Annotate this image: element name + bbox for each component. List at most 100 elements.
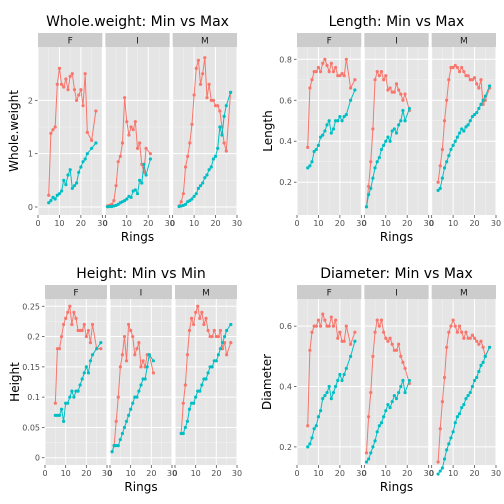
max-series-point: [205, 96, 209, 100]
max-series-point: [131, 128, 135, 132]
x-tick-label: 0: [362, 219, 367, 228]
x-tick-label: 20: [469, 219, 479, 228]
max-series-point: [62, 322, 66, 327]
min-series-point: [436, 188, 440, 193]
min-series-point: [440, 176, 444, 180]
max-series-point: [323, 57, 327, 61]
max-series-point: [377, 324, 381, 328]
min-series-point: [228, 90, 233, 94]
min-series-point: [373, 166, 377, 170]
min-series-point: [147, 353, 151, 357]
min-series-point: [364, 205, 369, 209]
min-series-point: [72, 184, 77, 188]
max-series-point: [120, 353, 124, 357]
min-series-point: [120, 431, 124, 436]
max-series-point: [442, 375, 447, 380]
min-series-point: [142, 162, 146, 166]
max-series-point: [447, 330, 451, 334]
x-tick-label: 20: [469, 469, 479, 478]
min-series-point: [194, 192, 198, 196]
max-series-point: [66, 88, 70, 92]
max-series-point: [308, 86, 312, 90]
x-tick-label: 10: [313, 219, 323, 228]
min-series-point: [340, 119, 344, 123]
min-series-point: [62, 419, 66, 423]
max-series-point: [449, 324, 453, 328]
min-series-point: [382, 415, 386, 419]
max-series-point: [316, 318, 321, 322]
min-series-point: [483, 94, 487, 98]
max-series-point: [135, 146, 140, 150]
max-series-point: [475, 339, 479, 343]
y-tick-label: 0.4: [279, 383, 292, 392]
max-series-point: [181, 192, 185, 196]
min-series-point: [447, 442, 451, 446]
max-series-point: [438, 164, 442, 168]
min-series-point: [367, 192, 371, 197]
min-series-point: [388, 406, 392, 410]
y-tick-label: 0.25: [22, 302, 40, 311]
min-series-point: [62, 178, 66, 182]
min-series-point: [206, 371, 210, 375]
min-series-point: [122, 425, 127, 430]
x-tick-label: 0: [35, 219, 40, 228]
chart-2: Length: Min vs Max Length Rings 0.2 0.4 0.6 0.…: [261, 14, 501, 244]
min-series-point: [90, 146, 94, 150]
min-series-point: [66, 401, 70, 405]
facet-M: M 0 10 20 30: [429, 33, 501, 228]
min-series-point: [457, 131, 462, 135]
max-series-point: [207, 82, 211, 86]
min-series-point: [466, 393, 470, 398]
x-tick-label: 10: [448, 469, 458, 478]
min-series-point: [209, 165, 213, 169]
max-series-point: [120, 141, 125, 145]
max-series-point: [196, 304, 200, 308]
min-series-point: [455, 415, 459, 419]
facet-F: F 0 10 20 30: [294, 33, 366, 228]
min-series-point: [384, 409, 388, 413]
min-series-point: [336, 378, 340, 383]
max-series-point: [338, 74, 342, 78]
min-series-point: [207, 168, 211, 172]
min-series-point: [216, 353, 220, 357]
max-series-line: [180, 306, 232, 434]
max-series-point: [124, 359, 129, 363]
min-series-point: [460, 127, 464, 131]
min-series-point: [382, 143, 386, 147]
min-series-point: [210, 365, 214, 369]
min-series-point: [453, 139, 457, 143]
max-series-point: [53, 125, 57, 129]
max-series-point: [451, 65, 455, 70]
max-series-point: [57, 347, 62, 351]
y-tick-label: 0.05: [22, 423, 40, 432]
chart-title: Whole.weight: Min vs Max: [46, 14, 229, 30]
min-series-point: [487, 345, 492, 349]
min-series-point: [99, 341, 103, 345]
chart-1: Whole.weight: Min vs Max Whole.weight Ring…: [7, 14, 242, 244]
max-series-point: [133, 120, 137, 124]
max-series-point: [371, 354, 375, 358]
min-series-point: [66, 173, 70, 177]
min-series-point: [218, 347, 223, 351]
min-series-point: [203, 176, 207, 180]
x-tick-label: 20: [76, 219, 86, 228]
min-series-point: [323, 129, 327, 133]
min-series-point: [137, 389, 141, 393]
x-tick-label: 30: [167, 469, 177, 478]
facet-strip: [110, 285, 172, 299]
min-series-point: [190, 197, 194, 201]
facet-strip-label: I: [136, 37, 139, 47]
min-series-point: [194, 395, 198, 399]
min-series-point: [139, 383, 143, 387]
x-tick-label: 20: [211, 469, 221, 478]
x-tick-label: 20: [143, 219, 153, 228]
min-series-point: [306, 445, 310, 449]
min-series-point: [94, 141, 98, 145]
max-series-point: [118, 154, 122, 158]
min-series-point: [148, 157, 152, 161]
min-series-point: [318, 409, 323, 413]
min-series-point: [198, 389, 202, 393]
max-series-point: [460, 65, 464, 70]
max-series-point: [367, 415, 371, 419]
max-series-point: [453, 63, 457, 68]
